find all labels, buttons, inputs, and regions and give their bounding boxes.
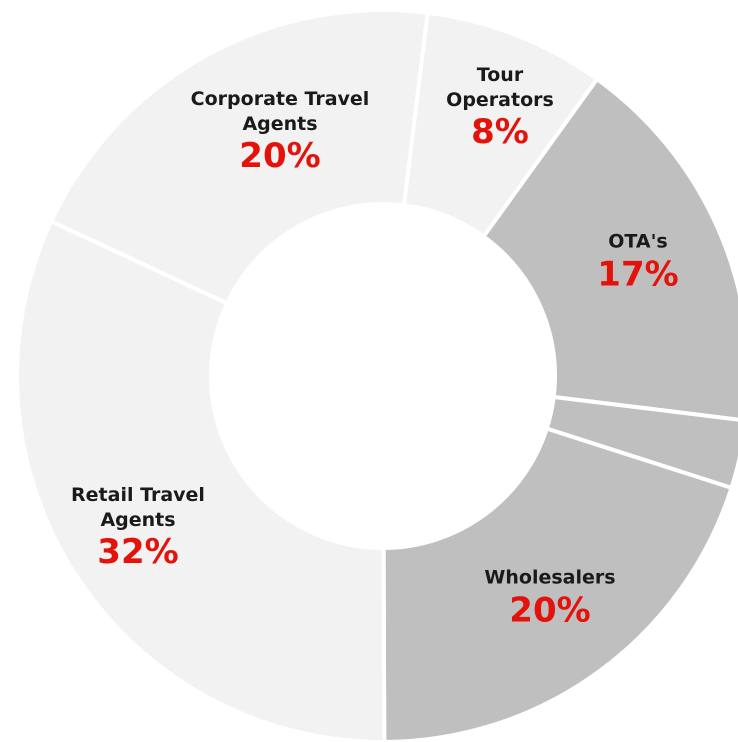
donut-slice [381, 426, 734, 742]
donut-slice [480, 76, 738, 422]
slice-label: Corporate Travel Agents 20% [160, 87, 400, 177]
value-label: 17% [597, 253, 679, 294]
category-label: Wholesalers [484, 566, 616, 589]
category-label: Corporate Travel Agents [190, 87, 370, 135]
slice-label: Wholesalers 20% [450, 565, 650, 630]
category-label: Retail Travel Agents [71, 483, 205, 531]
donut-slice [48, 8, 430, 306]
value-label: 20% [509, 589, 591, 630]
value-label: 32% [97, 532, 179, 573]
value-label: 8% [471, 112, 529, 153]
slice-label: OTA's 17% [568, 229, 708, 294]
value-label: 20% [239, 136, 321, 177]
slice-label: Retail Travel Agents 32% [48, 483, 228, 573]
category-label: OTA's [608, 230, 668, 253]
category-label: Tour Operators [446, 63, 554, 111]
slice-label: Tour Operators 8% [430, 63, 570, 153]
donut-slice [15, 218, 387, 742]
